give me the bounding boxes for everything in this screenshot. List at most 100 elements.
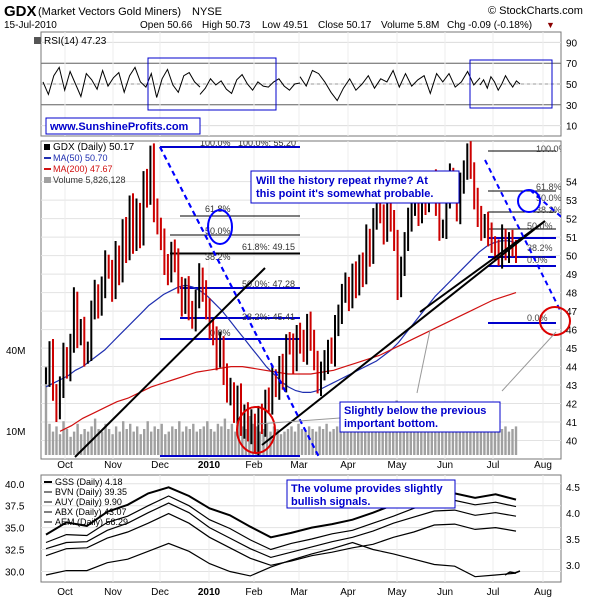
volume-bar-7: [69, 436, 72, 455]
price-month-label-3: 2010: [198, 460, 221, 471]
volume-bar-57: [244, 429, 248, 455]
volume-bar-26: [136, 426, 139, 455]
cmp-series-line-4: [45, 541, 517, 578]
volume-bar-28: [143, 429, 146, 455]
volume-bar-101: [399, 423, 402, 455]
volume-bar-5: [62, 421, 65, 455]
price-legend-swatch: [44, 144, 50, 150]
volume-bar-58: [248, 416, 251, 455]
note-bottom-box: [339, 401, 501, 433]
fib-right-label-1: 61.8%: [536, 182, 562, 192]
volume-bar-128: [493, 426, 497, 455]
volume-bar-24: [129, 423, 132, 455]
cmp-month-label-1: Nov: [104, 587, 122, 598]
price-tick-9: 45: [566, 344, 578, 355]
volume-bar-120: [465, 429, 469, 455]
close-value: Close 50.17: [318, 20, 372, 31]
price-tick-14: 40: [566, 437, 578, 448]
cmp-legend-3: ABX (Daily) 43.07: [55, 507, 127, 517]
price-x-axis-labels: Oct Nov Dec 2010 Feb Mar Apr May Jun Jul Aug: [57, 460, 552, 471]
volume-bar-36: [171, 426, 174, 455]
cmp-month-label-2: Dec: [151, 587, 169, 598]
volume-tick-10M: 10M: [6, 427, 25, 438]
volume-bar-88: [353, 429, 356, 455]
volume-bar-89: [357, 431, 360, 455]
volume-bar-65: [272, 426, 276, 455]
fib-right-label-6: 0.0%: [527, 255, 548, 265]
volume-bar-129: [497, 431, 500, 455]
chart-date: 15-Jul-2010: [4, 20, 57, 31]
note-history-line-2: this point it's somewhat probable.: [256, 188, 433, 200]
volume-bar-73: [300, 429, 304, 455]
volume-bar-21: [118, 431, 121, 455]
legend-ma200: MA(200) 47.67: [53, 164, 113, 174]
rsi-highlight-box-right: [469, 59, 553, 109]
volume-bar-86: [346, 423, 349, 455]
price-tick-4: 50: [566, 252, 578, 263]
price-tick-13: 41: [566, 418, 578, 429]
cmp-right-tick-0: 4.5: [566, 483, 580, 494]
volume-bar-8: [72, 431, 76, 455]
cmp-legend-1: BVN (Daily) 39.35: [55, 487, 127, 497]
volume-bar-9: [76, 423, 79, 455]
volume-bar-102: [402, 426, 405, 455]
rsi-lines: [42, 66, 521, 102]
fib-right-label-5: 38.2%: [527, 243, 553, 253]
volume-bar-62: [262, 429, 265, 455]
price-tick-8: 46: [566, 326, 578, 337]
price-month-label-6: Apr: [340, 460, 356, 471]
rsi-tick-2: 50: [566, 80, 578, 91]
fib-left-label-6: 50.0%: 47.28: [242, 279, 295, 289]
change-value: Chg -0.09 (-0.18%): [447, 20, 533, 31]
volume-bar-51: [223, 418, 227, 455]
volume-bar-33: [160, 423, 163, 455]
volume-bar-112: [437, 429, 440, 455]
volume-bar-46: [206, 421, 209, 455]
price-month-label-1: Nov: [104, 460, 122, 471]
cmp-legend-4: AEM (Daily) 58.29: [55, 517, 128, 527]
rsi-line-segment-2: [299, 69, 481, 102]
callout-line-bottom: [257, 417, 341, 425]
volume-bar-37: [174, 429, 177, 455]
volume-bar-76: [311, 429, 314, 455]
cmp-month-label-10: Aug: [534, 587, 552, 598]
volume-bar-84: [339, 431, 342, 455]
volume-bar-130: [500, 429, 504, 455]
price-month-label-2: Dec: [151, 460, 169, 471]
cmp-month-label-9: Jul: [487, 587, 500, 598]
price-month-label-0: Oct: [57, 460, 73, 471]
volume-bar-67: [279, 434, 283, 455]
cmp-month-label-4: Feb: [245, 587, 263, 598]
volume-bar-42: [192, 423, 195, 455]
volume-bar-131: [504, 426, 507, 455]
fib-left-label-2: 61.8%: [205, 204, 231, 214]
low-value: Low 49.51: [262, 20, 309, 31]
rsi-highlight-box-left: [147, 57, 277, 111]
cmp-month-label-7: May: [388, 587, 407, 598]
volume-bar-116: [451, 429, 455, 455]
dashed-channel-left-2: [159, 146, 321, 459]
rsi-line-segment-0: [42, 66, 201, 99]
volume-bar-56: [241, 426, 244, 455]
circle-annotation-bottom: [236, 406, 276, 454]
volume-bar-103: [406, 429, 409, 455]
volume-bar-52: [227, 429, 230, 455]
volume-bar-1: [48, 423, 51, 455]
fib-left-label-4: 38.2%: [205, 252, 231, 262]
cmp-series-line-2: [45, 502, 517, 559]
volume-bar-20: [114, 426, 118, 455]
high-value: High 50.73: [202, 20, 251, 31]
note-volume-line-1: The volume provides slightly: [291, 483, 443, 495]
volume-bar-10: [79, 434, 83, 455]
volume-bar-126: [486, 429, 490, 455]
volume-bar-41: [188, 429, 191, 455]
volume-bar-53: [230, 423, 234, 455]
volume-bar-54: [234, 431, 237, 455]
cmp-right-tick-2: 3.5: [566, 535, 580, 546]
price-tick-5: 49: [566, 270, 578, 281]
website-box: [45, 117, 201, 135]
volume-bar-31: [153, 426, 156, 455]
volume-bar-23: [125, 429, 128, 455]
volume-bar-90: [360, 426, 363, 455]
